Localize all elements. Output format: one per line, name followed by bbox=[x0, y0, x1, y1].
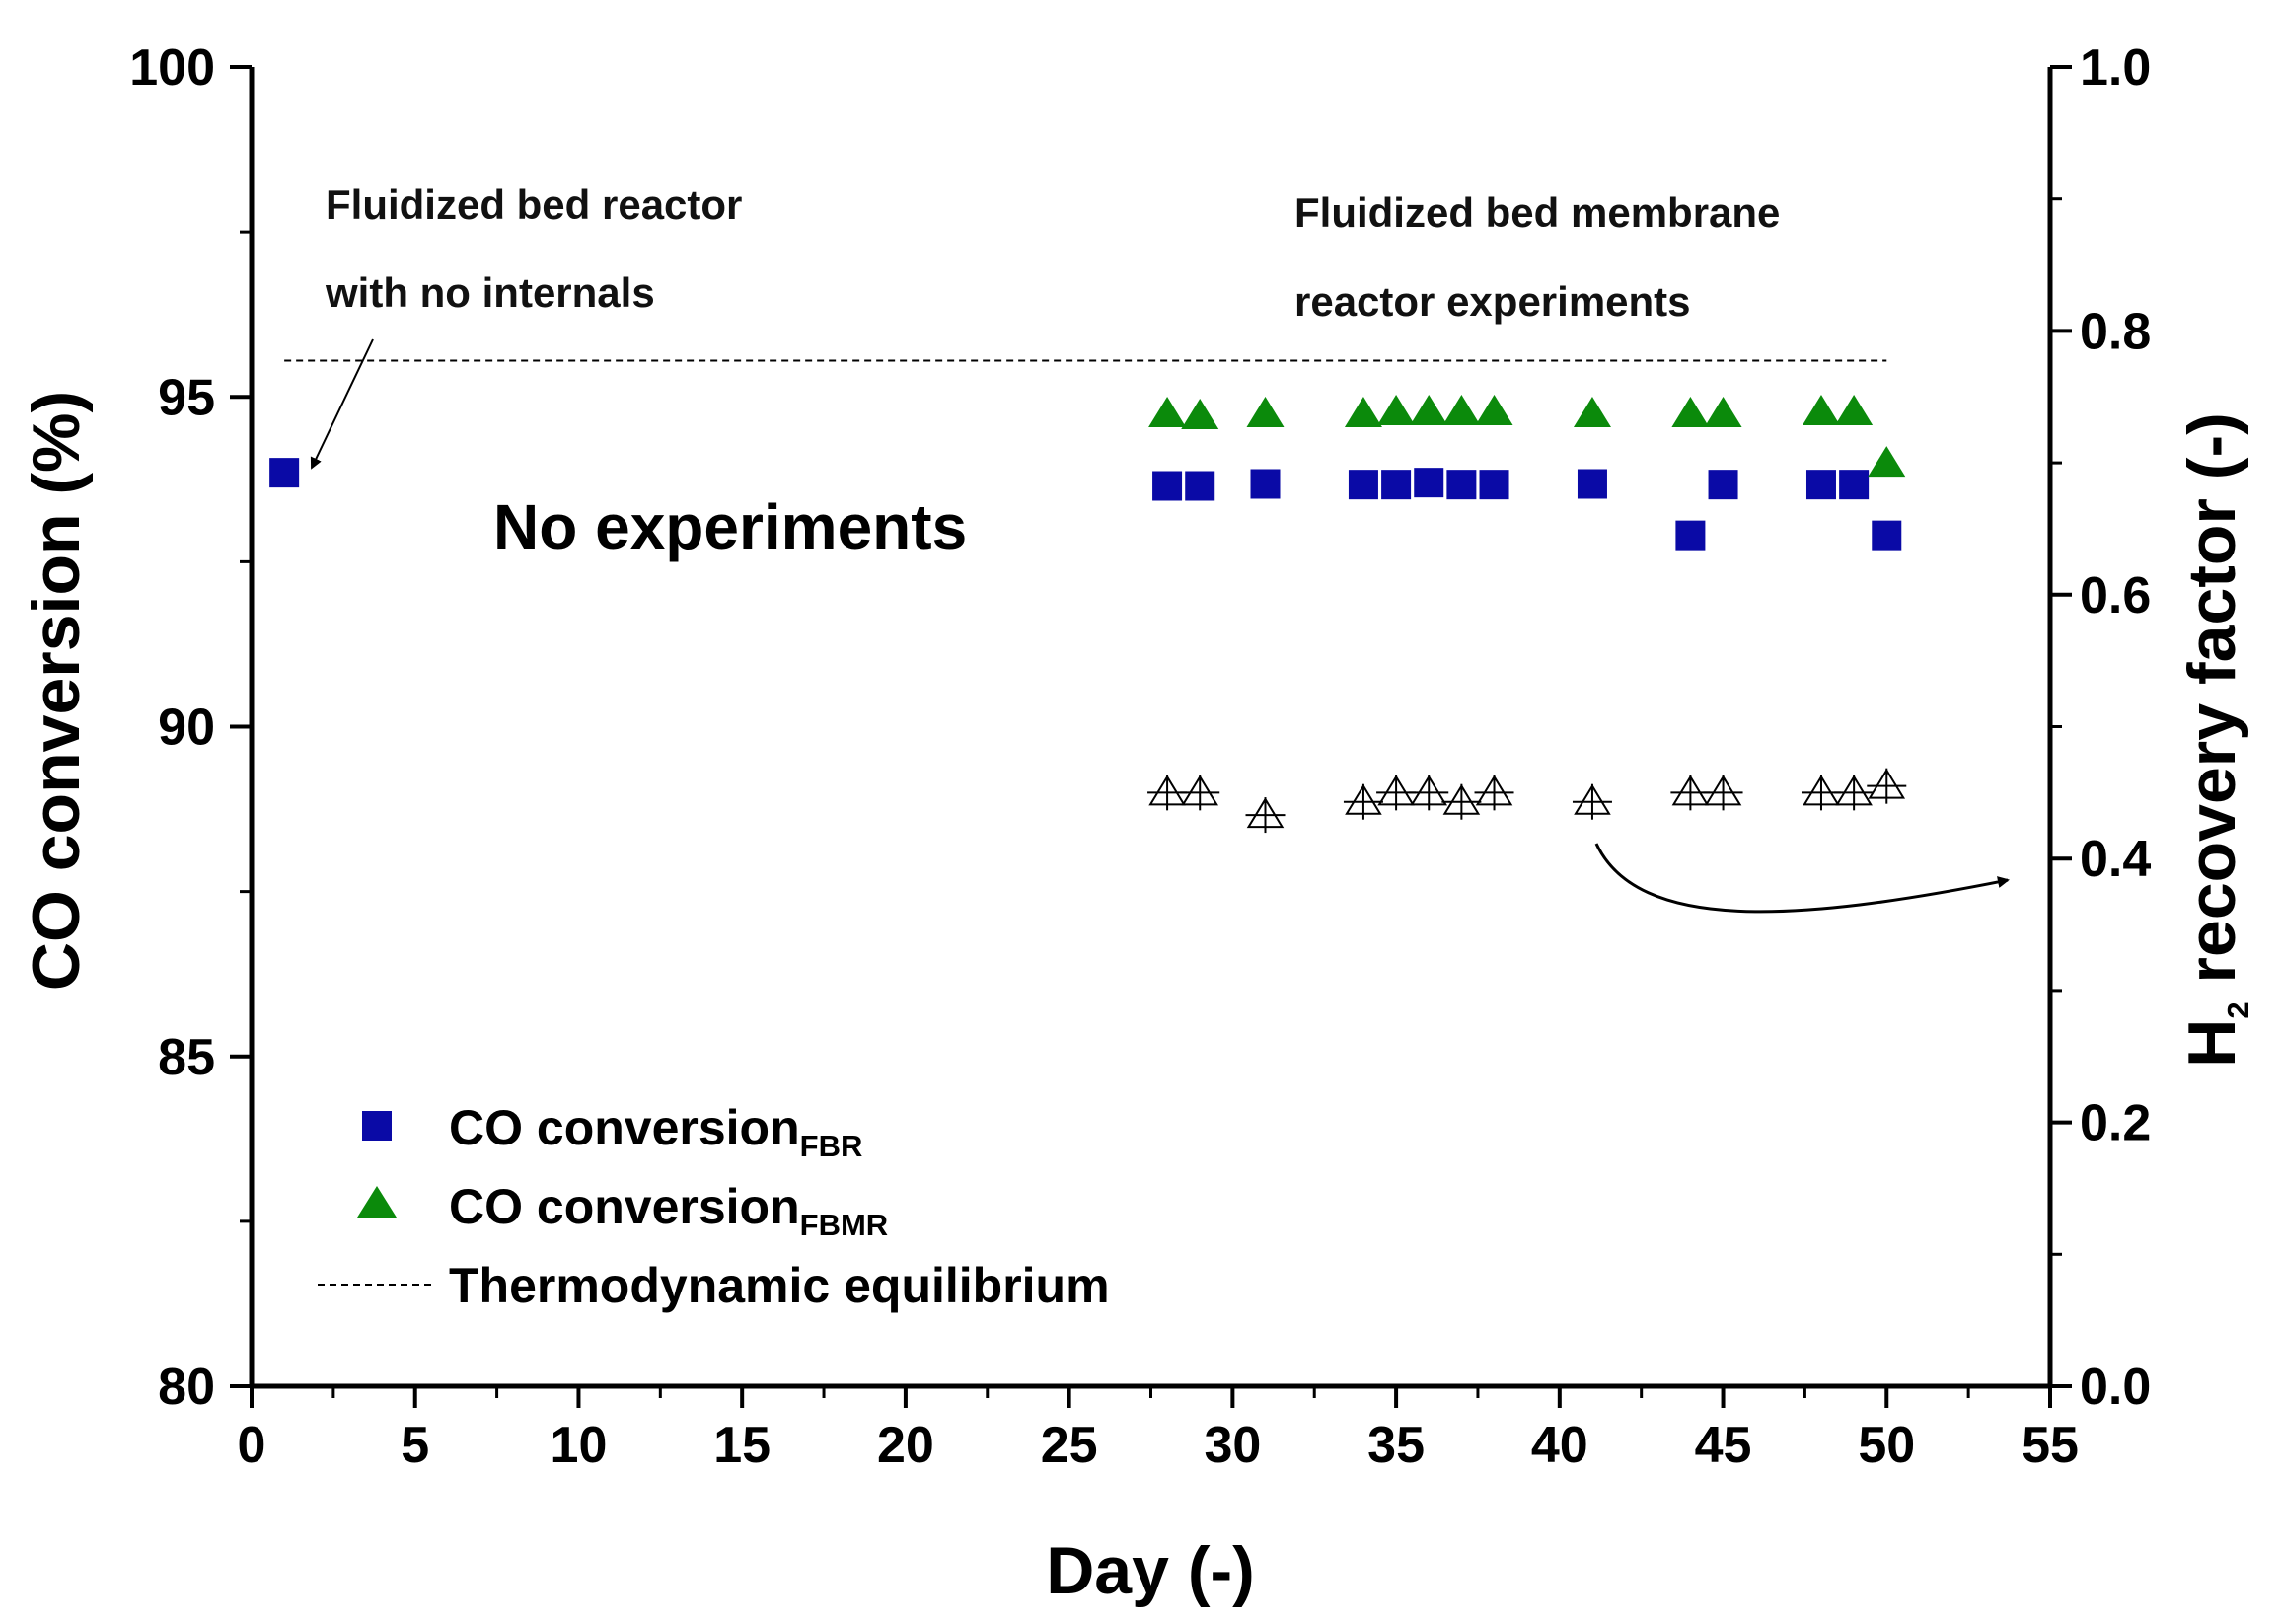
data-points bbox=[269, 394, 1907, 834]
annotation-fbr-line2: with no internals bbox=[325, 269, 655, 316]
y-left-ticks: 80 85 90 95 100 bbox=[129, 39, 252, 1416]
recovery-point bbox=[1409, 775, 1449, 811]
recovery-point bbox=[1343, 783, 1383, 820]
fbr-point bbox=[1805, 470, 1836, 500]
legend-label-fbr: CO conversionFBR bbox=[449, 1100, 862, 1163]
y-axis-left-title: CO conversion (%) bbox=[19, 391, 94, 991]
fbr-point bbox=[1675, 520, 1706, 551]
legend-label-fbr-main: CO conversion bbox=[449, 1100, 800, 1155]
legend-marker-fbmr bbox=[357, 1186, 397, 1218]
x-tick-label: 15 bbox=[713, 1417, 771, 1474]
annotation-fbr-line1: Fluidized bed reactor bbox=[326, 182, 742, 228]
fbr-point bbox=[1577, 469, 1607, 499]
fbmr-point bbox=[1246, 396, 1285, 427]
fbmr-point bbox=[1377, 394, 1416, 425]
fbmr-point bbox=[1802, 394, 1840, 425]
legend-label-equilibrium: Thermodynamic equilibrium bbox=[449, 1258, 1110, 1313]
recovery-point bbox=[1834, 775, 1875, 811]
recovery-point bbox=[1572, 783, 1612, 820]
fbr-point bbox=[1839, 470, 1870, 500]
legend-label-fbmr-sub: FBMR bbox=[800, 1208, 889, 1242]
recovery-point bbox=[1703, 775, 1743, 811]
x-tick-label: 40 bbox=[1531, 1417, 1588, 1474]
recovery-point bbox=[1867, 768, 1907, 804]
fbmr-point bbox=[1181, 398, 1219, 429]
legend-label-fbmr: CO conversionFBMR bbox=[449, 1179, 888, 1242]
recovery-point bbox=[1180, 775, 1220, 811]
annotation-fbmr-line2: reactor experiments bbox=[1294, 278, 1691, 325]
fbmr-point bbox=[1868, 446, 1906, 478]
y-right-tick-label: 0.4 bbox=[2080, 831, 2151, 888]
x-tick-label: 45 bbox=[1695, 1417, 1752, 1474]
legend: CO conversionFBR CO conversionFBMR Therm… bbox=[318, 1100, 1110, 1313]
annotation-arrow-fbr bbox=[310, 338, 374, 470]
legend-label-fbmr-main: CO conversion bbox=[449, 1179, 800, 1234]
y-right-ticks: 0.0 0.2 0.4 0.6 0.8 1.0 bbox=[2050, 39, 2151, 1416]
legend-marker-fbr bbox=[362, 1111, 392, 1141]
fbmr-point bbox=[1148, 396, 1187, 427]
y-left-tick-label: 85 bbox=[158, 1029, 215, 1086]
fbr-point bbox=[269, 458, 300, 488]
y-left-tick-label: 95 bbox=[158, 369, 215, 426]
annotation-no-experiments: No experiments bbox=[493, 491, 967, 562]
x-tick-label: 50 bbox=[1858, 1417, 1915, 1474]
y-left-tick-label: 90 bbox=[158, 700, 215, 757]
fbr-point bbox=[1250, 469, 1281, 499]
fbr-point bbox=[1381, 470, 1412, 500]
y-left-tick-label: 80 bbox=[158, 1359, 215, 1416]
x-tick-label: 20 bbox=[877, 1417, 934, 1474]
y-right-tick-label: 1.0 bbox=[2080, 39, 2151, 97]
x-tick-label: 5 bbox=[401, 1417, 429, 1474]
y-right-tick-label: 0.6 bbox=[2080, 567, 2151, 625]
fbr-point bbox=[1446, 470, 1477, 500]
fbr-point bbox=[1479, 470, 1509, 500]
annotation-arrow-recovery bbox=[1594, 843, 2010, 914]
y-right-tick-label: 0.2 bbox=[2080, 1095, 2151, 1152]
x-tick-label: 25 bbox=[1041, 1417, 1098, 1474]
y-axis-right-title-main: H bbox=[2174, 1019, 2249, 1068]
recovery-point bbox=[1245, 797, 1286, 834]
fbmr-point bbox=[1835, 394, 1874, 425]
y-axis-right-title: H2 recovery factor (-) bbox=[2174, 412, 2255, 1067]
fbmr-point bbox=[1344, 396, 1382, 427]
recovery-point bbox=[1441, 783, 1482, 820]
x-tick-label: 55 bbox=[2022, 1417, 2079, 1474]
fbmr-point bbox=[1704, 396, 1742, 427]
fbr-point bbox=[1185, 471, 1215, 501]
fbr-point bbox=[1414, 468, 1444, 498]
fbmr-point bbox=[1671, 396, 1710, 427]
fbmr-point bbox=[1573, 396, 1611, 427]
fbr-point bbox=[1348, 470, 1378, 500]
x-ticks: 0 5 10 15 20 25 30 35 40 45 50 55 bbox=[238, 1386, 2079, 1474]
x-axis-title: Day (-) bbox=[1046, 1533, 1255, 1608]
y-axis-right-title-sub: 2 bbox=[2221, 1001, 2255, 1018]
fbr-point bbox=[1152, 471, 1183, 501]
x-tick-label: 0 bbox=[238, 1417, 266, 1474]
legend-label-fbr-sub: FBR bbox=[800, 1129, 863, 1163]
fbr-point bbox=[1708, 470, 1738, 500]
x-tick-label: 10 bbox=[551, 1417, 608, 1474]
fbmr-point bbox=[1475, 394, 1513, 425]
fbmr-point bbox=[1410, 394, 1448, 425]
fbmr-point bbox=[1442, 394, 1481, 425]
x-tick-label: 35 bbox=[1367, 1417, 1425, 1474]
fbr-point bbox=[1872, 520, 1902, 551]
recovery-point bbox=[1474, 775, 1514, 811]
y-axis-right-title-rest: recovery factor (-) bbox=[2174, 412, 2249, 1001]
x-tick-label: 30 bbox=[1204, 1417, 1261, 1474]
y-left-tick-label: 100 bbox=[129, 39, 215, 97]
y-right-tick-label: 0.8 bbox=[2080, 303, 2151, 360]
annotation-fbmr-line1: Fluidized bed membrane bbox=[1294, 189, 1780, 236]
y-right-tick-label: 0.0 bbox=[2080, 1359, 2151, 1416]
